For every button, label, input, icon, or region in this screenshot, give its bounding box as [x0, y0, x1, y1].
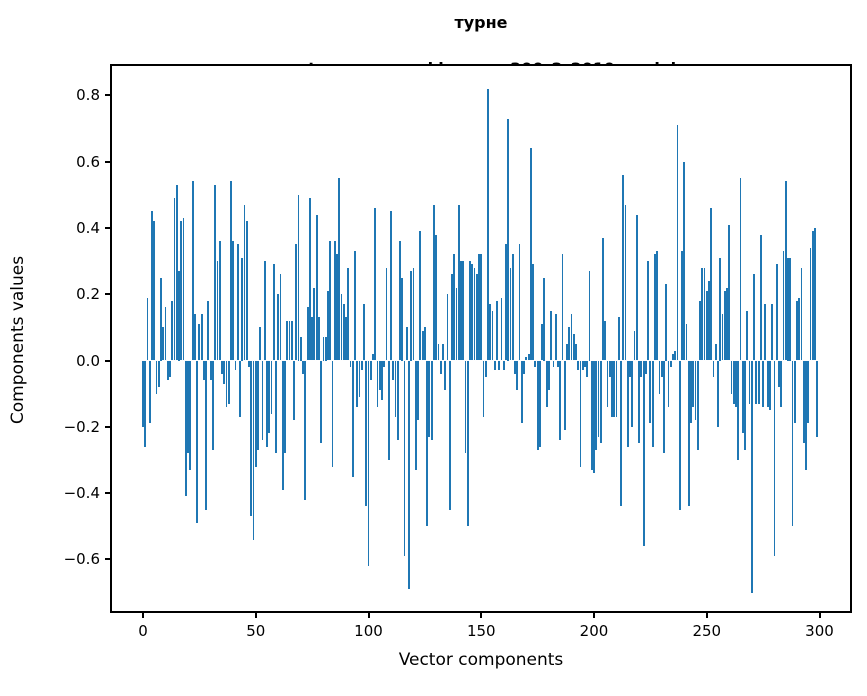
x-tick-label: 150: [466, 622, 496, 640]
chart-title-word: турне: [454, 13, 508, 32]
x-tick-label: 300: [805, 622, 834, 640]
y-tick-label: 0.2: [76, 285, 100, 304]
x-tick-label: 0: [138, 622, 148, 640]
plot-area: [110, 64, 852, 613]
y-axis-label: Components values: [8, 255, 28, 425]
x-axis-label: Vector components: [398, 650, 564, 670]
x-tick-mark: [818, 613, 821, 618]
x-tick-label: 250: [692, 622, 722, 640]
x-tick-label: 200: [579, 622, 609, 640]
y-tick-label: −0.2: [63, 417, 100, 436]
x-tick-label: 100: [354, 622, 383, 640]
x-tick-mark: [480, 613, 483, 618]
y-tick-label: −0.4: [63, 484, 100, 503]
x-tick-label: 50: [246, 622, 266, 640]
x-tick-mark: [254, 613, 257, 618]
y-tick-label: 0.0: [76, 351, 100, 370]
y-tick-label: 0.6: [76, 152, 100, 171]
y-tick-label: 0.8: [76, 86, 100, 105]
x-tick-mark: [705, 613, 708, 618]
x-tick-mark: [142, 613, 144, 618]
x-tick-mark: [593, 613, 595, 618]
y-tick-label: −0.6: [63, 550, 100, 569]
x-tick-mark: [367, 613, 370, 618]
y-tick-label: 0.4: [76, 218, 100, 237]
